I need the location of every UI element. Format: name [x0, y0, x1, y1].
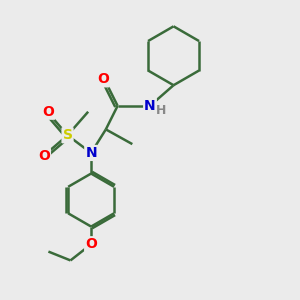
- Text: S: S: [63, 128, 73, 142]
- Text: O: O: [43, 105, 54, 119]
- Text: O: O: [85, 237, 97, 251]
- Text: H: H: [156, 104, 166, 117]
- Text: O: O: [97, 72, 109, 86]
- Text: N: N: [85, 146, 97, 160]
- Text: N: N: [144, 99, 156, 113]
- Text: O: O: [38, 149, 50, 163]
